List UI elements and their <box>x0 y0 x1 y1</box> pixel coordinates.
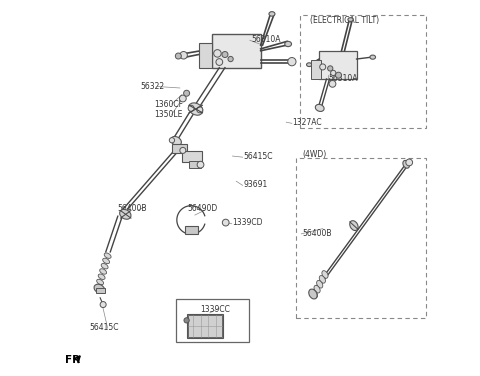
Ellipse shape <box>103 258 109 264</box>
Text: 56415C: 56415C <box>90 323 119 332</box>
Text: 1360CF: 1360CF <box>154 100 183 109</box>
Bar <box>96 288 105 293</box>
Ellipse shape <box>98 274 105 279</box>
Ellipse shape <box>94 284 105 293</box>
Ellipse shape <box>307 63 312 67</box>
Bar <box>199 43 212 68</box>
Ellipse shape <box>315 105 324 111</box>
Bar <box>185 226 197 234</box>
Bar <box>189 161 201 168</box>
Circle shape <box>197 107 203 113</box>
Circle shape <box>328 66 333 71</box>
Ellipse shape <box>309 289 317 299</box>
Text: 56310A: 56310A <box>252 35 281 44</box>
Text: 1327AC: 1327AC <box>293 118 322 127</box>
Bar <box>187 314 223 338</box>
Circle shape <box>169 138 175 143</box>
Text: (ELECTRICAL TILT): (ELECTRICAL TILT) <box>310 16 379 25</box>
Ellipse shape <box>120 209 131 219</box>
Circle shape <box>180 95 186 102</box>
Text: (4WD): (4WD) <box>302 150 326 159</box>
Ellipse shape <box>403 161 409 168</box>
Text: 56310A: 56310A <box>328 74 358 83</box>
Text: 1350LE: 1350LE <box>154 110 183 119</box>
Ellipse shape <box>100 269 107 274</box>
Circle shape <box>406 159 413 166</box>
Circle shape <box>329 80 336 87</box>
Text: 56400B: 56400B <box>118 204 147 213</box>
Circle shape <box>197 161 204 168</box>
Ellipse shape <box>269 12 275 16</box>
Circle shape <box>320 64 326 70</box>
Bar <box>189 315 222 337</box>
Circle shape <box>288 58 296 66</box>
Circle shape <box>188 105 194 111</box>
Circle shape <box>175 53 181 59</box>
Bar <box>212 34 261 68</box>
Circle shape <box>222 219 229 226</box>
Text: 56400B: 56400B <box>302 229 332 238</box>
Circle shape <box>183 90 190 96</box>
Circle shape <box>180 52 187 59</box>
Ellipse shape <box>350 221 358 230</box>
Ellipse shape <box>171 136 181 146</box>
Text: 1339CC: 1339CC <box>201 305 230 314</box>
Circle shape <box>336 72 341 78</box>
Text: 95450G: 95450G <box>191 316 221 325</box>
Ellipse shape <box>104 253 111 258</box>
Text: 93691: 93691 <box>244 180 268 189</box>
Circle shape <box>100 302 106 308</box>
Bar <box>319 51 357 79</box>
Circle shape <box>222 52 228 58</box>
Circle shape <box>331 70 336 76</box>
Circle shape <box>214 50 221 57</box>
Ellipse shape <box>285 41 291 47</box>
Ellipse shape <box>312 290 318 298</box>
Text: 56490D: 56490D <box>187 204 217 213</box>
Circle shape <box>228 56 233 62</box>
Bar <box>172 144 187 153</box>
Bar <box>182 151 203 162</box>
Ellipse shape <box>317 280 323 288</box>
Ellipse shape <box>189 103 203 115</box>
Bar <box>312 60 321 79</box>
Text: 56322: 56322 <box>140 82 165 91</box>
Text: 1339CD: 1339CD <box>232 218 263 227</box>
Circle shape <box>216 59 223 65</box>
Ellipse shape <box>348 18 353 21</box>
Ellipse shape <box>101 264 108 269</box>
Text: 56415C: 56415C <box>244 152 273 161</box>
Ellipse shape <box>319 276 325 283</box>
Bar <box>300 15 426 128</box>
Circle shape <box>180 147 186 153</box>
Ellipse shape <box>96 279 104 285</box>
Ellipse shape <box>314 285 320 293</box>
Bar <box>176 299 250 342</box>
Text: FR: FR <box>65 355 80 365</box>
Bar <box>296 158 426 318</box>
Circle shape <box>184 318 189 323</box>
Ellipse shape <box>370 55 375 59</box>
Ellipse shape <box>322 271 328 278</box>
